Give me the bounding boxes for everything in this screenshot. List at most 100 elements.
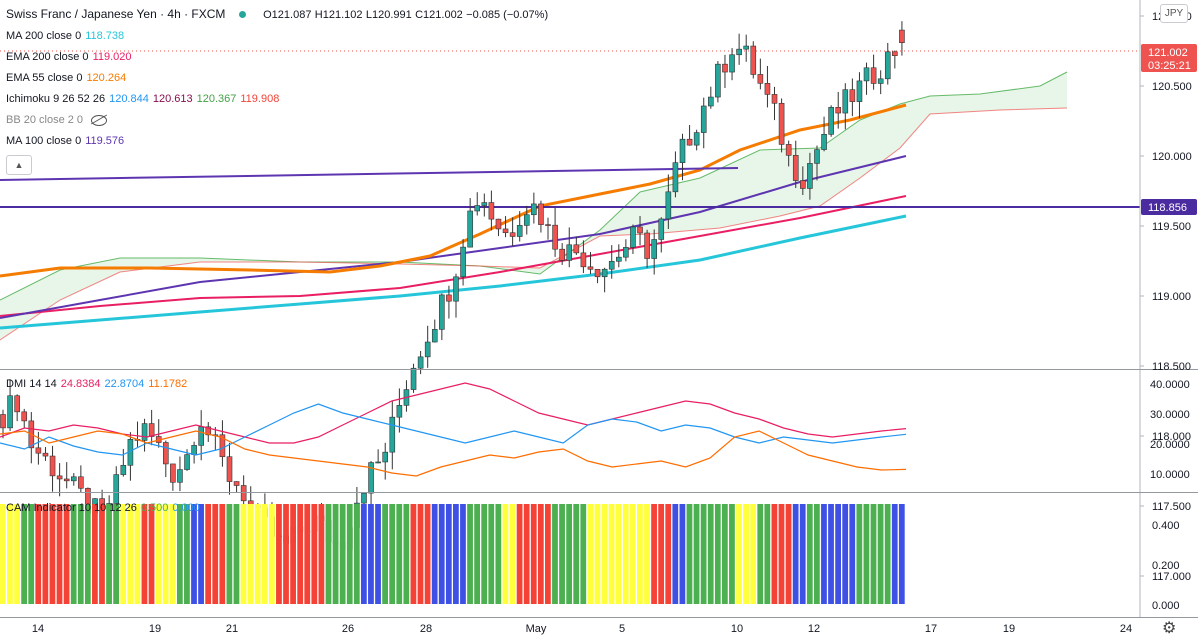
cam-bar (198, 504, 204, 604)
dmi-tick-label: 30.0000 (1150, 409, 1190, 421)
time-tick-label: 14 (32, 623, 44, 635)
legend-bb[interactable]: BB 20 close 2 0 (6, 114, 111, 126)
candle-body (177, 469, 183, 483)
cam-bar (113, 504, 120, 604)
hline-price-label: 118.856 (1148, 202, 1187, 214)
cam-bar (205, 504, 212, 604)
ichimoku-v2: 120.613 (152, 93, 193, 105)
candle-body (559, 248, 565, 261)
candle-body (509, 232, 516, 237)
candle-body (665, 191, 672, 220)
cam-bar (622, 504, 629, 604)
cam-bar (516, 504, 523, 604)
candle-body (580, 252, 587, 268)
dmi-series-line (0, 403, 907, 456)
candle-body (495, 218, 502, 230)
candle-body (389, 416, 396, 453)
cam-bar (870, 504, 877, 604)
candle-body (0, 414, 6, 429)
cam-bar (453, 504, 459, 604)
time-tick-label: 17 (925, 623, 937, 635)
candle-body (700, 105, 707, 133)
legend-ema55[interactable]: EMA 55 close 0 120.264 (6, 72, 130, 84)
cam-bar (679, 504, 686, 604)
candle-body (842, 89, 849, 114)
ohlc-close: C121.002 (415, 9, 463, 21)
candle-body (361, 492, 367, 504)
time-tick-label: 19 (149, 623, 161, 635)
candle-body (191, 445, 197, 455)
candle-body (800, 180, 806, 189)
cam-bar (438, 504, 445, 604)
legend-dmi[interactable]: DMI 14 14 24.8384 22.8704 11.1782 (6, 378, 191, 390)
candle-body (594, 268, 601, 278)
candle-body (750, 45, 757, 75)
candle-body (21, 411, 28, 422)
cam-bar (658, 504, 665, 604)
cam-bar (530, 504, 537, 604)
cam-bar (141, 504, 148, 604)
legend-ma100[interactable]: MA 100 close 0 119.576 (6, 135, 128, 147)
ma100-label: MA 100 close 0 (6, 135, 82, 147)
ohlc-high: H121.102 (314, 9, 363, 21)
candle-body (884, 51, 891, 80)
candle-body (113, 474, 120, 504)
cam-bar (28, 504, 35, 604)
ma100-value: 119.576 (85, 135, 125, 147)
cam-bar (318, 504, 325, 604)
cam-bar (396, 504, 403, 604)
time-tick-label: 26 (342, 623, 354, 635)
legend-cam[interactable]: CAM Indicator 10 10 12 26 0.500 0.000 (6, 502, 204, 514)
ichimoku-label: Ichimoku 9 26 52 26 (6, 93, 106, 105)
cam-bar (474, 504, 481, 604)
dmi-tick-label: 20.0000 (1150, 439, 1190, 451)
candle-body (63, 478, 70, 482)
legend-ma200[interactable]: MA 200 close 0 118.738 (6, 30, 128, 42)
collapse-legend-button[interactable]: ▲ (6, 155, 32, 175)
candle-body (488, 202, 495, 220)
candle-body (892, 51, 898, 56)
cam-pane[interactable] (0, 504, 905, 604)
candle-body (205, 426, 212, 436)
cam-bar (261, 504, 268, 604)
candle-body (120, 464, 127, 475)
cam-bar (495, 504, 502, 604)
dmi-v3: 11.1782 (148, 378, 188, 390)
candle-body (481, 202, 488, 206)
cam-v1: 0.500 (140, 502, 169, 514)
cam-bar (644, 504, 650, 604)
dmi-pane[interactable] (0, 382, 907, 477)
cam-bar (891, 504, 898, 604)
market-status-icon (238, 11, 246, 19)
legend-ema200[interactable]: EMA 200 close 0 119.020 (6, 51, 136, 63)
candle-body (162, 442, 169, 465)
gear-icon[interactable]: ⚙ (1162, 620, 1177, 637)
cam-bar (821, 504, 827, 604)
cam-bar (552, 504, 558, 604)
candle-body (439, 294, 445, 330)
cam-bar (828, 504, 834, 604)
candle-body (410, 367, 417, 390)
cam-bar (92, 504, 98, 604)
candle-body (78, 476, 84, 489)
candle-body (516, 225, 523, 237)
candle-body (368, 462, 374, 494)
candle-body (35, 447, 42, 454)
currency-button[interactable]: JPY (1160, 4, 1188, 23)
cam-bar (799, 504, 806, 604)
cam-bar (785, 504, 792, 604)
candle-body (644, 232, 650, 259)
hidden-eye-icon[interactable] (91, 114, 108, 126)
countdown-label: 03:25:21 (1148, 60, 1191, 72)
legend-ichimoku[interactable]: Ichimoku 9 26 52 26 120.844 120.613 120.367… (6, 93, 283, 105)
cam-bar (353, 504, 360, 604)
cam-bar (106, 504, 112, 604)
candle-body (198, 426, 204, 446)
candle-body (460, 246, 466, 278)
cam-bar (35, 504, 42, 604)
cam-bar (502, 504, 509, 604)
candle-body (608, 260, 615, 270)
cam-bar (700, 504, 707, 604)
dmi-v1: 24.8384 (60, 378, 101, 390)
